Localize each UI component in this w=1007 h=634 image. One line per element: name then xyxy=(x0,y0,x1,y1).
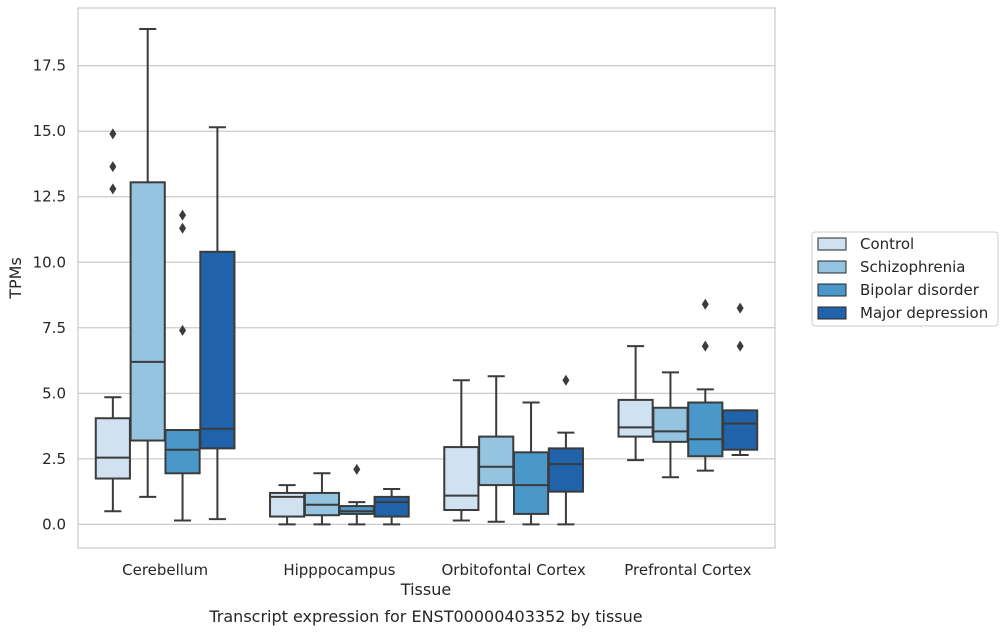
outlier-point xyxy=(701,298,709,310)
outlier-point xyxy=(701,340,709,352)
x-tick-label: Cerebellum xyxy=(122,561,208,579)
y-tick-label: 10.0 xyxy=(33,253,66,271)
box-body xyxy=(373,495,410,518)
legend-swatch xyxy=(817,283,847,297)
box-body xyxy=(164,429,201,475)
box-1-0 xyxy=(269,484,306,526)
y-tick-label: 12.5 xyxy=(33,188,66,206)
outlier-point xyxy=(179,222,187,234)
x-tick-label: Prefrontal Cortex xyxy=(624,561,751,579)
outlier-point xyxy=(736,340,744,352)
box-3-1 xyxy=(652,371,689,479)
legend-swatch xyxy=(817,237,847,251)
outlier-point xyxy=(179,324,187,336)
x-tick-label: Orbitofontal Cortex xyxy=(442,561,586,579)
box-plot-area xyxy=(94,27,759,526)
legend-label: Bipolar disorder xyxy=(860,281,980,299)
outlier-point xyxy=(179,209,187,221)
outlier-point xyxy=(736,302,744,314)
y-tick-label: 15.0 xyxy=(33,122,66,140)
box-body xyxy=(338,505,375,515)
outlier-point xyxy=(109,183,117,195)
box-body xyxy=(129,181,166,442)
x-axis-ticks: Cerebellum Hipppocampus Orbitofontal Corte… xyxy=(122,561,751,579)
box-3-2 xyxy=(687,298,724,472)
box-body xyxy=(199,250,236,450)
box-body xyxy=(547,447,584,493)
y-tick-label: 2.5 xyxy=(42,450,66,468)
outlier-point xyxy=(109,161,117,173)
box-body xyxy=(443,446,480,511)
box-1-3 xyxy=(373,488,410,526)
y-axis-ticks: 0.0 2.5 5.0 7.5 10.0 12.5 15.0 17.5 xyxy=(33,57,66,534)
box-0-1 xyxy=(129,27,166,498)
y-axis-title: TPMs xyxy=(6,257,25,300)
x-tick-label: Hipppocampus xyxy=(283,561,395,579)
box-body xyxy=(722,409,759,451)
legend-frame xyxy=(811,231,999,327)
legend-label: Schizophrenia xyxy=(860,258,965,276)
legend-swatch xyxy=(817,260,847,274)
box-body xyxy=(687,401,724,458)
chart-title: Transcript expression for ENST0000040335… xyxy=(208,607,642,626)
box-body xyxy=(478,435,515,487)
box-2-3 xyxy=(547,374,584,526)
x-axis-title: Tissue xyxy=(400,580,451,599)
legend: Control Schizophrenia Bipolar disorder Majo… xyxy=(811,231,999,327)
y-tick-label: 0.0 xyxy=(42,515,66,533)
box-body xyxy=(652,406,689,443)
box-body xyxy=(512,451,550,515)
legend-label: Control xyxy=(860,235,914,253)
box-body xyxy=(617,398,654,438)
box-0-2 xyxy=(164,209,201,522)
legend-swatch xyxy=(817,306,847,320)
box-0-0 xyxy=(94,128,131,513)
plot-frame xyxy=(77,7,776,549)
box-1-1 xyxy=(303,472,341,526)
box-3-3 xyxy=(722,302,759,456)
box-body xyxy=(94,417,131,480)
box-3-0 xyxy=(617,345,654,462)
y-tick-label: 7.5 xyxy=(42,319,66,337)
box-0-3 xyxy=(199,126,236,521)
y-tick-label: 17.5 xyxy=(33,57,66,75)
legend-label: Major depression xyxy=(860,304,988,322)
outlier-point xyxy=(353,463,361,475)
outlier-point xyxy=(562,374,570,386)
y-tick-label: 5.0 xyxy=(42,384,66,402)
outlier-point xyxy=(109,128,117,140)
